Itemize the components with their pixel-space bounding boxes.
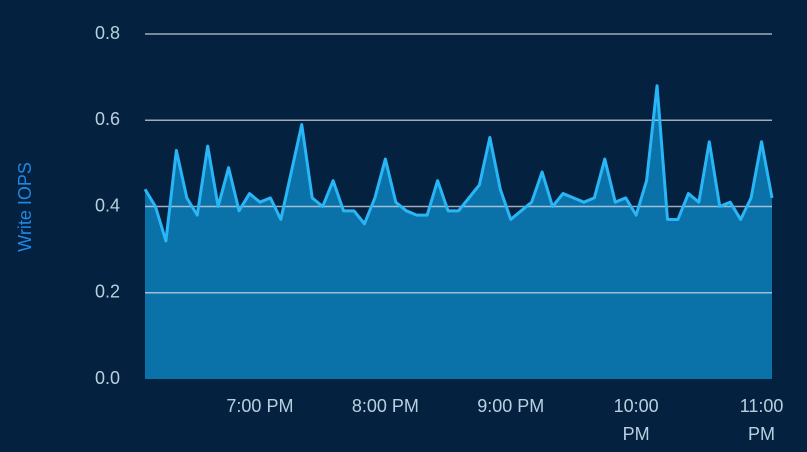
- x-tick-label: 11:00 PM: [739, 396, 784, 444]
- y-tick-label: 0.8: [95, 23, 120, 43]
- line: [143, 84, 774, 243]
- y-tick-label: 0.6: [95, 109, 120, 129]
- y-tick-label: 0.0: [95, 368, 120, 388]
- x-tick-label: 10:00 PM: [613, 396, 659, 444]
- x-tick-label: 8:00 PM: [351, 396, 419, 416]
- y-tick-label: 0.2: [95, 282, 120, 302]
- x-tick-label: 9:00 PM: [477, 396, 545, 416]
- y-axis-label: Write IOPS: [15, 162, 35, 252]
- x-tick-label: 7:00 PM: [226, 396, 294, 416]
- area: [145, 85, 772, 379]
- y-tick-label: 0.4: [95, 195, 120, 215]
